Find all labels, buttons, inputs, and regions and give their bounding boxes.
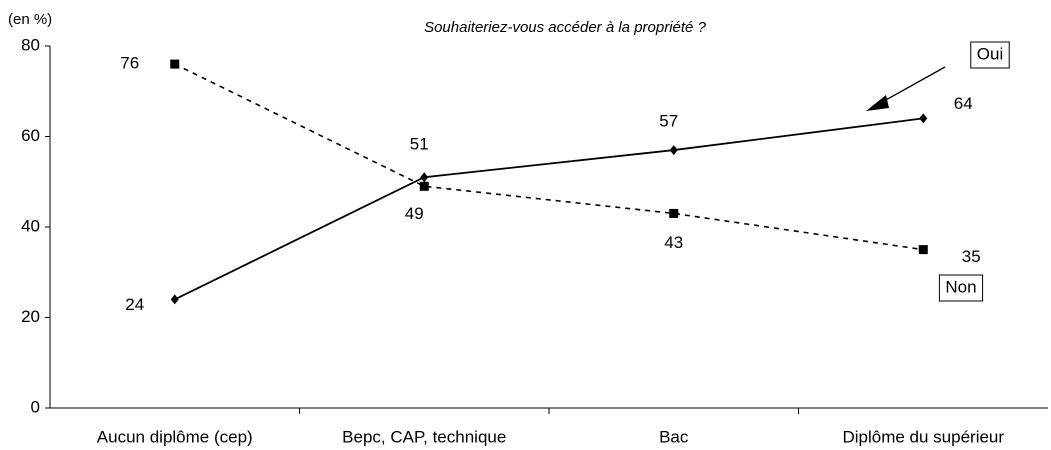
legend-arrow — [883, 66, 946, 102]
data-label: 51 — [410, 135, 429, 154]
series-line — [174, 63, 924, 251]
x-tick-label: Aucun diplôme (cep) — [97, 427, 253, 446]
legend-box — [970, 41, 1010, 69]
data-label: 76 — [120, 54, 139, 73]
data-label: 43 — [664, 233, 683, 252]
data-label: 64 — [954, 94, 973, 113]
marker — [669, 145, 678, 156]
y-tick-label: 60 — [21, 126, 40, 145]
chart-title: Souhaiteriez-vous accéder à la propriété… — [424, 19, 706, 36]
marker — [919, 113, 928, 124]
y-tick-label: 40 — [21, 216, 40, 235]
marker — [170, 59, 180, 69]
legend-box — [938, 274, 984, 302]
data-label: 35 — [962, 247, 981, 266]
series-line — [174, 117, 924, 301]
x-tick-label: Diplôme du supérieur — [842, 427, 1004, 446]
arrow-head — [866, 95, 889, 111]
x-tick-label: Bac — [659, 427, 689, 446]
marker — [419, 181, 429, 191]
marker — [918, 245, 928, 255]
data-label: 49 — [405, 204, 424, 223]
legend-label: Oui — [977, 44, 1003, 63]
y-tick-label: 20 — [21, 307, 40, 326]
marker — [669, 208, 679, 218]
marker — [420, 172, 429, 183]
data-label: 57 — [659, 112, 678, 131]
y-tick-label: 80 — [21, 35, 40, 54]
data-label: 24 — [125, 295, 144, 314]
y-axis-label: (en %) — [8, 11, 52, 28]
y-tick-label: 0 — [31, 397, 40, 416]
marker — [170, 294, 179, 305]
legend-label: Non — [945, 277, 976, 296]
x-tick-label: Bepc, CAP, technique — [342, 427, 506, 446]
